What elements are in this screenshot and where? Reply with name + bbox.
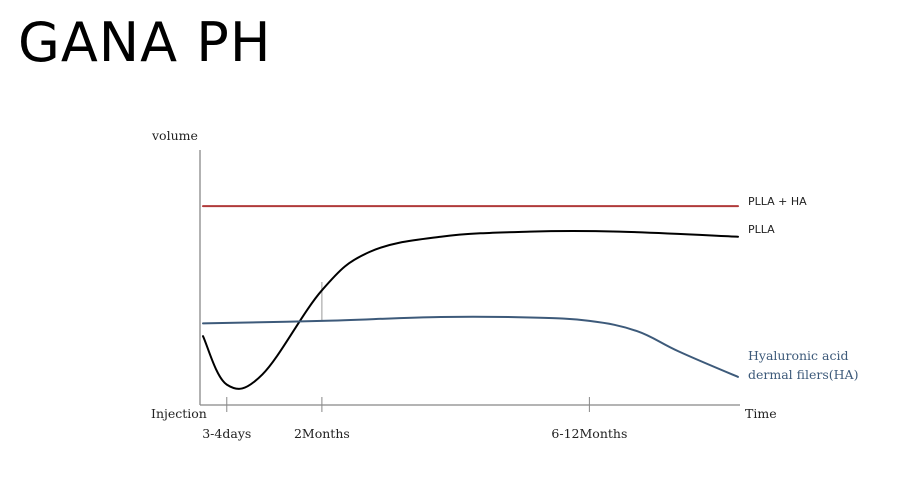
chart-axes <box>199 150 740 406</box>
series-label-plla: PLLA <box>748 223 775 236</box>
chart-labels: volume Time Injection <box>151 128 777 421</box>
x-tick-labels: 3-4days 2Months 6-12Months <box>202 426 627 441</box>
series-label-ha-line-2: dermal filers(HA) <box>748 367 858 382</box>
x-tick-label-3: 6-12Months <box>551 426 627 441</box>
x-tick-label-2: 2Months <box>294 426 350 441</box>
x-origin-label: Injection <box>151 406 207 421</box>
page-title: GANA PH <box>18 11 272 74</box>
x-tick-label-1: 3-4days <box>202 426 251 441</box>
x-ticks <box>226 282 590 412</box>
x-axis-label: Time <box>745 406 777 421</box>
series-line-plla <box>202 229 739 390</box>
y-axis-label: volume <box>151 128 198 143</box>
series-line-ha <box>202 315 739 378</box>
series-label-plla-ha: PLLA + HA <box>748 195 807 208</box>
series-lines <box>202 205 739 390</box>
series-label-ha-line-1: Hyaluronic acid <box>748 348 848 363</box>
series-labels: PLLA + HA PLLA Hyaluronic acid dermal filer… <box>748 195 858 382</box>
